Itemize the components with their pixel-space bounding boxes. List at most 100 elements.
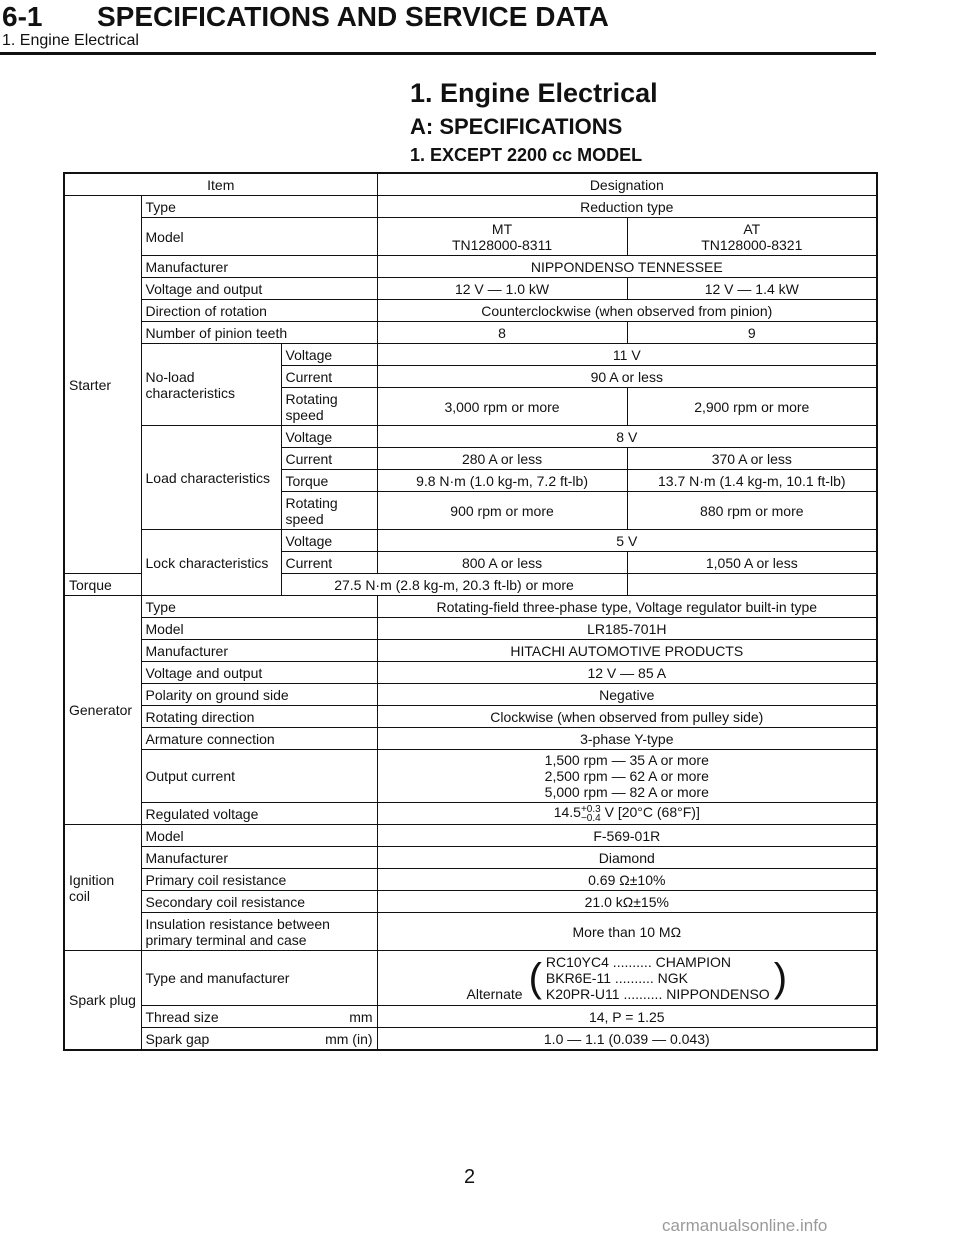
specifications-table: Item Designation Starter Type Reduction … [63,172,879,1051]
row-label: Output current [140,749,378,803]
row-label: Type and manufacturer [140,950,378,1006]
row-value: 8 [376,321,628,344]
table-row: Model MT TN128000-8311 AT TN128000-8321 [64,217,878,256]
header-rule [0,52,876,55]
row-value: Rotating-field three-phase type, Voltage… [376,595,878,618]
row-label: Voltage and output [140,661,378,684]
subgroup-lock: Lock characteristics [140,529,282,596]
table-row: Rotating direction Clockwise (when obser… [64,705,878,728]
row-value: MT TN128000-8311 [376,217,628,256]
row-label: Primary coil resistance [140,868,378,891]
table-row: Output current 1,500 rpm — 35 A or more … [64,749,878,803]
row-value: 11 V [376,343,878,366]
row-label: Secondary coil resistance [140,890,378,913]
row-value: 13.7 N·m (1.4 kg-m, 10.1 ft-lb) [626,469,878,492]
table-row: Insulation resistance between primary te… [64,912,878,951]
row-label: Polarity on ground side [140,683,378,706]
table-row: Armature connection 3-phase Y-type [64,727,878,750]
row-value: HITACHI AUTOMOTIVE PRODUCTS [376,639,878,662]
row-value: 14, P = 1.25 [376,1005,878,1028]
spark-plug-alt: BKR6E-11 .......... NGK [545,970,689,986]
row-label: Thread size mm [140,1005,378,1028]
row-value: 280 A or less [376,447,628,470]
row-label: Voltage [280,529,378,552]
row-value: 21.0 kΩ±15% [376,890,878,913]
page-number: 2 [464,1166,476,1188]
row-value: NIPPONDENSO TENNESSEE [376,255,878,278]
row-value: Diamond [376,846,878,869]
col-header-designation: Designation [376,172,878,196]
row-label: Voltage and output [140,277,378,300]
row-value: 5 V [376,529,878,552]
table-row: Manufacturer Diamond [64,846,878,869]
table-row: Ignition coil Model F-569-01R [63,824,878,951]
row-value: LR185-701H [376,617,878,640]
subgroup-load: Load characteristics [140,425,282,530]
row-label: Number of pinion teeth [140,321,378,344]
row-value: Negative [376,683,878,706]
table-row: Number of pinion teeth 8 9 [64,321,878,344]
table-row: No-load characteristics Voltage 11 V [64,343,878,426]
table-row: Rotating speed 3,000 rpm or more 2,900 r… [64,387,878,426]
row-value: 12 V — 1.4 kW [626,277,878,300]
row-value: 8 V [376,425,878,448]
row-value: 9 [626,321,878,344]
row-label: Model [140,617,378,640]
row-label: Spark gap mm (in) [140,1027,378,1051]
row-value: 900 rpm or more [376,491,628,530]
table-row: Current 280 A or less 370 A or less [64,447,878,470]
table-row: Thread size mm 14, P = 1.25 [64,1005,878,1028]
page-header: 6-1 SPECIFICATIONS AND SERVICE DATA 1. E… [0,0,960,60]
row-label: Type [140,195,378,218]
row-label: Regulated voltage [140,802,378,825]
model-heading: 1. EXCEPT 2200 cc MODEL [410,145,643,165]
specifications-heading: A: SPECIFICATIONS [410,114,623,139]
row-value: 800 A or less [376,551,628,574]
table-row: Spark plug Type and manufacturer Alterna… [63,950,878,1051]
group-ignition-coil: Ignition coil [63,824,142,951]
row-label: Voltage [280,425,378,448]
row-value: AT TN128000-8321 [626,217,878,256]
row-value: 90 A or less [376,365,878,388]
alternate-label: Alternate [466,986,523,1002]
row-label: Manufacturer [140,255,378,278]
row-label: Current [280,551,378,574]
group-generator: Generator [63,595,142,825]
row-label: Model [140,824,378,847]
row-value: Alternate ( RC10YC4 .......... CHAMPION … [376,950,878,1006]
row-value: 2,900 rpm or more [626,387,878,426]
row-value: 1,050 A or less [626,551,878,574]
table-row: Torque 9.8 N·m (1.0 kg-m, 7.2 ft-lb) 13.… [64,469,878,492]
group-starter: Starter [63,195,142,574]
row-label: Insulation resistance between primary te… [140,912,378,951]
row-label: Model [140,217,378,256]
row-value: 14.5+0.3 −0.4 V [20°C (68°F)] [376,802,878,825]
table-row: Manufacturer NIPPONDENSO TENNESSEE [64,255,878,278]
row-value: Counterclockwise (when observed from pin… [376,299,878,322]
row-value: 1.0 — 1.1 (0.039 — 0.043) [376,1027,878,1051]
spark-plug-alt: K20PR-U11 .......... NIPPONDENSO [545,986,770,1002]
table-row: Secondary coil resistance 21.0 kΩ±15% [64,890,878,913]
row-label: Manufacturer [140,639,378,662]
page-title: 1. Engine Electrical [410,78,658,108]
table-row: Load characteristics Voltage 8 V [64,425,878,530]
row-label: Current [280,365,378,388]
table-row: Manufacturer HITACHI AUTOMOTIVE PRODUCTS [64,639,878,662]
watermark: carmanualsonline.info [662,1216,828,1235]
row-value: 3,000 rpm or more [376,387,628,426]
row-value: 0.69 Ω±10% [376,868,878,891]
row-label: Manufacturer [140,846,378,869]
section-number: 6-1 [2,1,43,32]
table-row: Direction of rotation Counterclockwise (… [64,299,878,322]
row-label: Armature connection [140,727,378,750]
row-label: Direction of rotation [140,299,378,322]
subgroup-no-load: No-load characteristics [140,343,282,426]
row-label: Voltage [280,343,378,366]
row-value: Clockwise (when observed from pulley sid… [376,705,878,728]
table-row: Model LR185-701H [64,617,878,640]
row-value: 27.5 N·m (2.8 kg-m, 20.3 ft-lb) or more [280,573,628,596]
row-label: Current [280,447,378,470]
row-label: Rotating speed [280,387,378,426]
row-label: Rotating direction [140,705,378,728]
row-value: 1,500 rpm — 35 A or more 2,500 rpm — 62 … [376,749,878,803]
